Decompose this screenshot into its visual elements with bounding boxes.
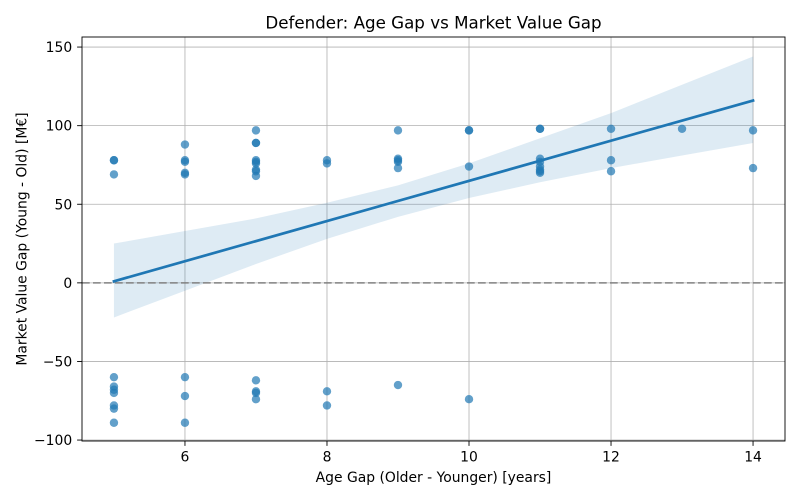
data-point [109,156,119,165]
x-tick-label: 14 [744,449,762,465]
data-point [748,126,758,135]
data-point [109,372,119,382]
data-point [109,388,119,398]
data-point [180,157,190,167]
data-point [748,163,758,173]
x-tick-label: 6 [181,449,190,465]
data-point [535,124,545,133]
y-tick-label: −100 [34,433,72,449]
data-point [109,404,119,413]
data-point [251,171,261,181]
data-point [251,394,261,404]
data-point [464,126,474,135]
data-point [606,167,616,176]
data-point [393,157,403,167]
data-point [535,168,545,178]
x-tick-label: 10 [460,449,478,465]
confidence-band [113,56,754,318]
y-axis-label: Market Value Gap (Young - Old) [M€] [15,112,31,365]
data-point [251,388,261,398]
y-tick-label: 150 [46,40,73,56]
data-point [464,394,474,404]
data-points [109,124,758,427]
plot-area [82,37,785,441]
data-point [109,170,119,179]
data-point [393,163,403,173]
data-point [393,380,403,390]
y-tick-label: −50 [43,354,72,370]
x-tick-label: 8 [323,449,332,465]
axis-ticks: 6 8 10 12 14 −100 −50 0 50 100 150 [34,40,762,465]
data-point [251,138,261,148]
data-point [251,159,261,168]
data-point [606,156,616,165]
data-point [606,124,616,133]
data-point [180,140,190,149]
y-tick-label: 0 [63,276,72,292]
y-tick-label: 100 [46,119,73,135]
data-point [251,376,261,385]
data-point [180,170,190,179]
data-point [180,391,190,401]
y-tick-label: 50 [55,197,73,213]
chart-title: Defender: Age Gap vs Market Value Gap [265,13,601,33]
plot-frame [81,36,786,442]
data-point [464,162,474,171]
x-axis-label: Age Gap (Older - Younger) [years] [316,470,552,486]
data-point [677,124,687,133]
x-tick-label: 12 [602,449,620,465]
data-point [251,126,261,135]
regression-layer [112,98,755,283]
data-point [322,159,332,168]
data-point [180,418,190,427]
confidence-band-layer [113,56,754,318]
data-point [109,418,119,427]
data-point [322,387,332,396]
regression-line [112,98,755,283]
data-point [322,401,332,410]
data-point [393,126,403,135]
data-point [180,372,190,382]
